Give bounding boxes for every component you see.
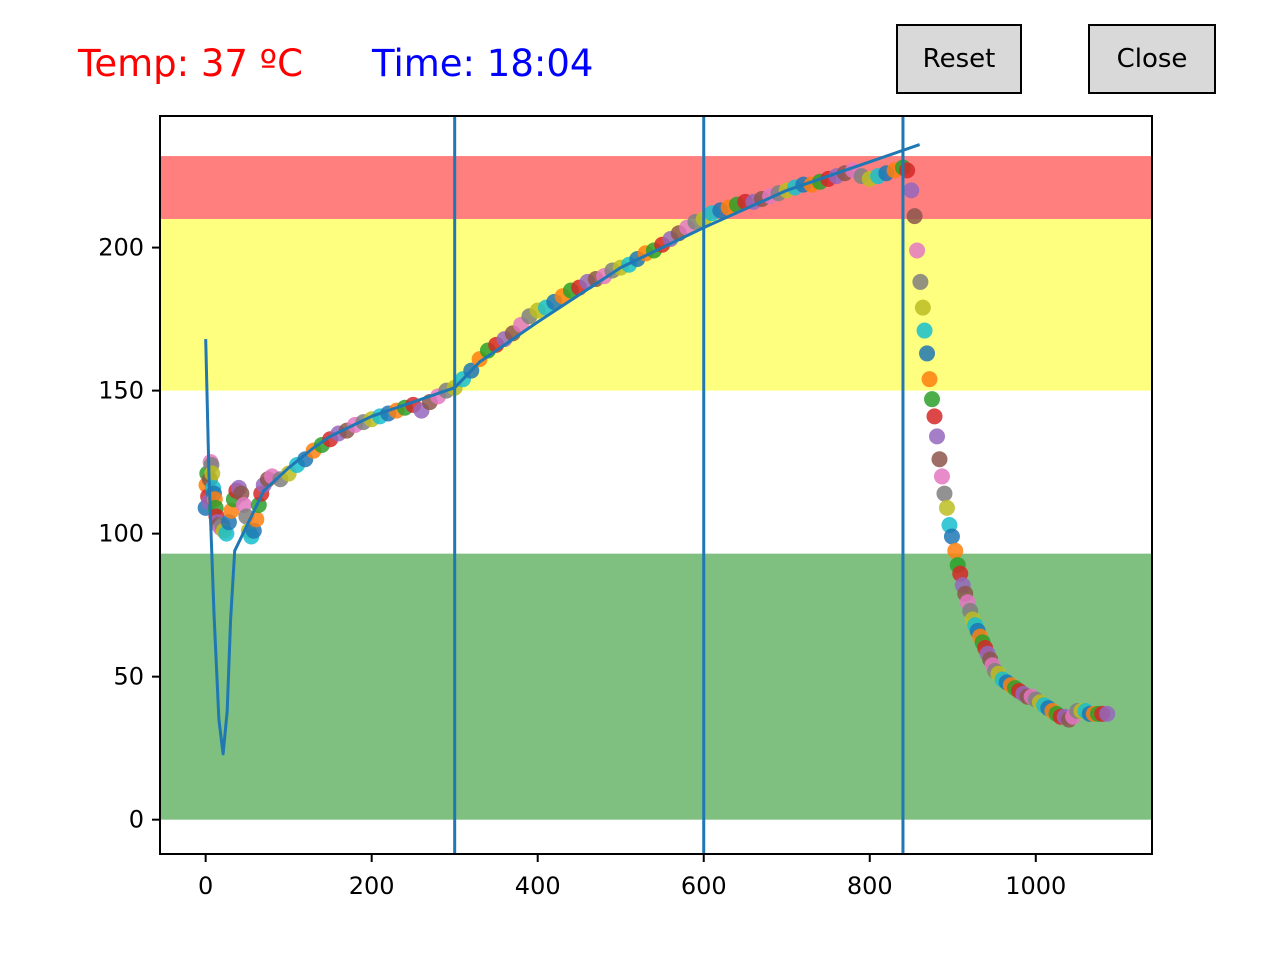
data-point	[926, 408, 943, 425]
x-tick-label: 800	[847, 872, 893, 900]
data-point	[928, 428, 945, 445]
stage-markers	[453, 116, 905, 854]
data-point	[1099, 705, 1116, 722]
x-tick-label: 600	[681, 872, 727, 900]
data-point	[914, 299, 931, 316]
profile-line-layer	[204, 143, 921, 756]
data-point	[924, 391, 941, 408]
data-point	[919, 345, 936, 362]
y-axis: 0 50 100 150 200	[98, 234, 160, 834]
data-point	[931, 451, 948, 468]
y-tick-label: 50	[113, 663, 144, 691]
data-point	[912, 273, 929, 290]
data-point	[909, 242, 926, 259]
data-point	[906, 208, 923, 225]
data-point	[903, 182, 920, 199]
x-tick-label: 0	[198, 872, 213, 900]
y-tick-label: 150	[98, 377, 144, 405]
data-point	[933, 468, 950, 485]
threshold-band-2	[160, 156, 1152, 219]
data-point	[947, 542, 964, 559]
data-point	[916, 322, 933, 339]
data-point	[938, 499, 955, 516]
plot-frame	[159, 115, 1153, 855]
close-button[interactable]: Close	[1088, 24, 1216, 94]
threshold-band-0	[160, 553, 1152, 820]
data-point	[204, 465, 221, 482]
y-tick-label: 0	[129, 806, 144, 834]
y-tick-label: 200	[98, 234, 144, 262]
temperature-readout: Temp: 37 ºC	[78, 42, 303, 85]
data-point	[936, 485, 953, 502]
x-tick-label: 1000	[1005, 872, 1066, 900]
reset-button[interactable]: Reset	[896, 24, 1022, 94]
data-point	[943, 528, 960, 545]
time-readout: Time: 18:04	[372, 42, 594, 85]
y-tick-label: 100	[98, 520, 144, 548]
x-tick-label: 400	[515, 872, 561, 900]
x-tick-label: 200	[349, 872, 395, 900]
data-point	[921, 371, 938, 388]
x-axis: 0 200 400 600 800 1000	[198, 854, 1066, 900]
profile-line	[204, 143, 921, 756]
